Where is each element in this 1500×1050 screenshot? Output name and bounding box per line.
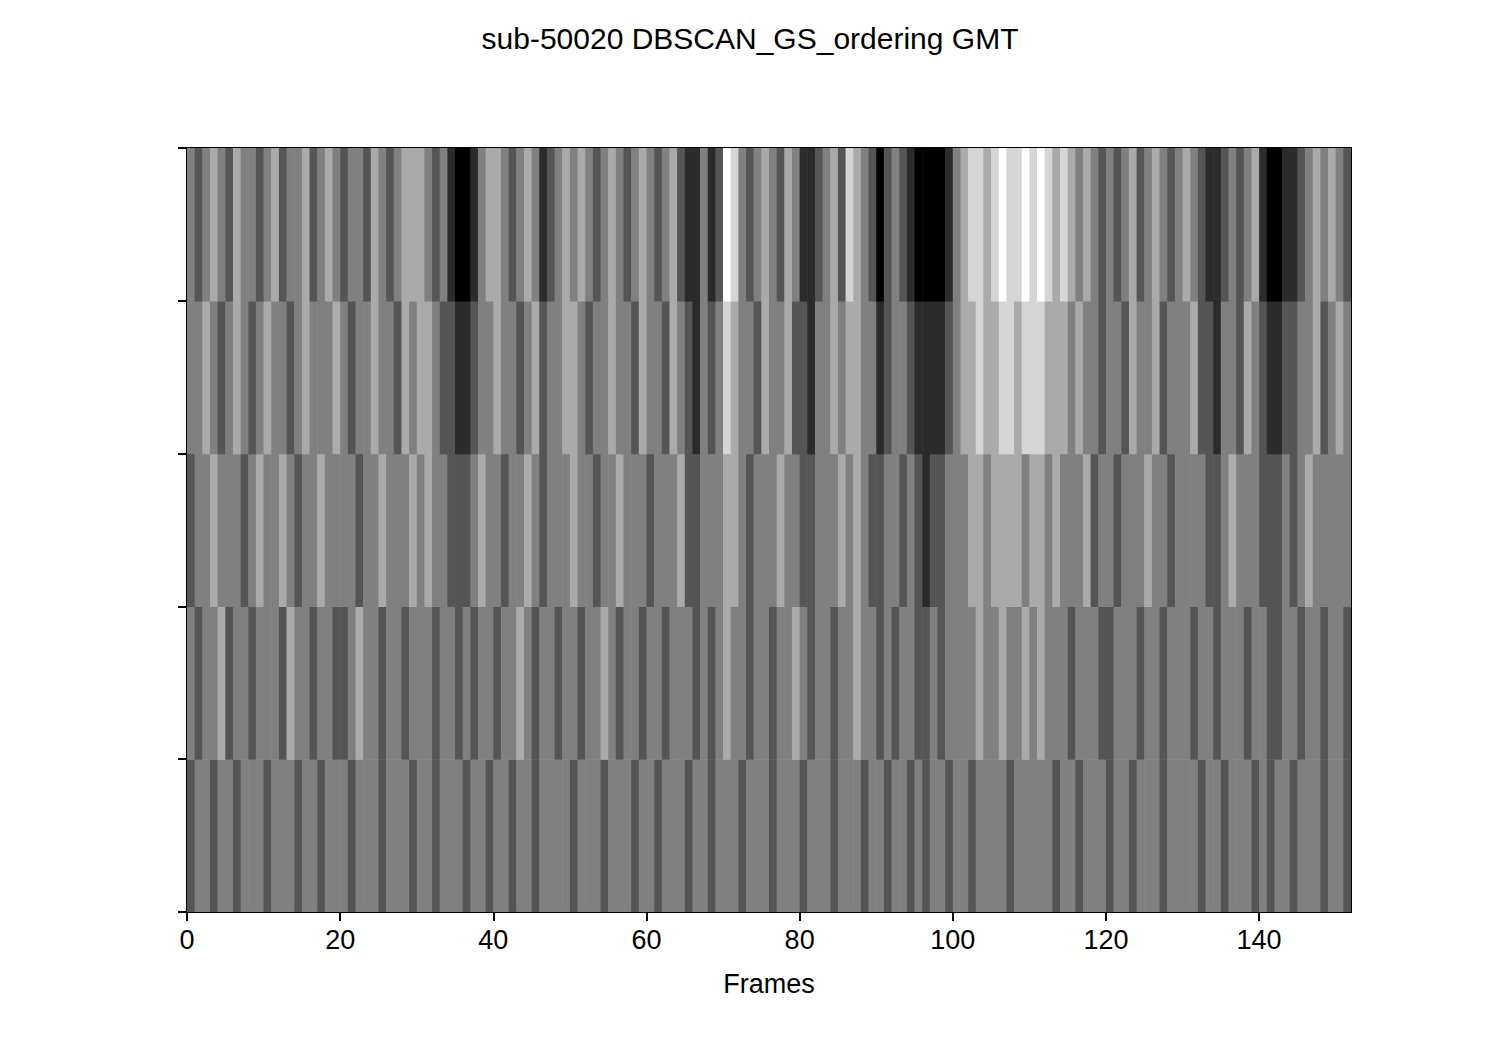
svg-text:0: 0 <box>179 925 194 955</box>
svg-text:40: 40 <box>478 925 508 955</box>
svg-text:sub-50020 DBSCAN_GS_ordering G: sub-50020 DBSCAN_GS_ordering GMT <box>482 22 1019 55</box>
svg-text:100: 100 <box>930 925 975 955</box>
svg-text:80: 80 <box>785 925 815 955</box>
svg-text:Frames: Frames <box>723 969 815 999</box>
svg-text:120: 120 <box>1083 925 1128 955</box>
svg-text:140: 140 <box>1237 925 1282 955</box>
svg-text:60: 60 <box>631 925 661 955</box>
svg-text:20: 20 <box>325 925 355 955</box>
